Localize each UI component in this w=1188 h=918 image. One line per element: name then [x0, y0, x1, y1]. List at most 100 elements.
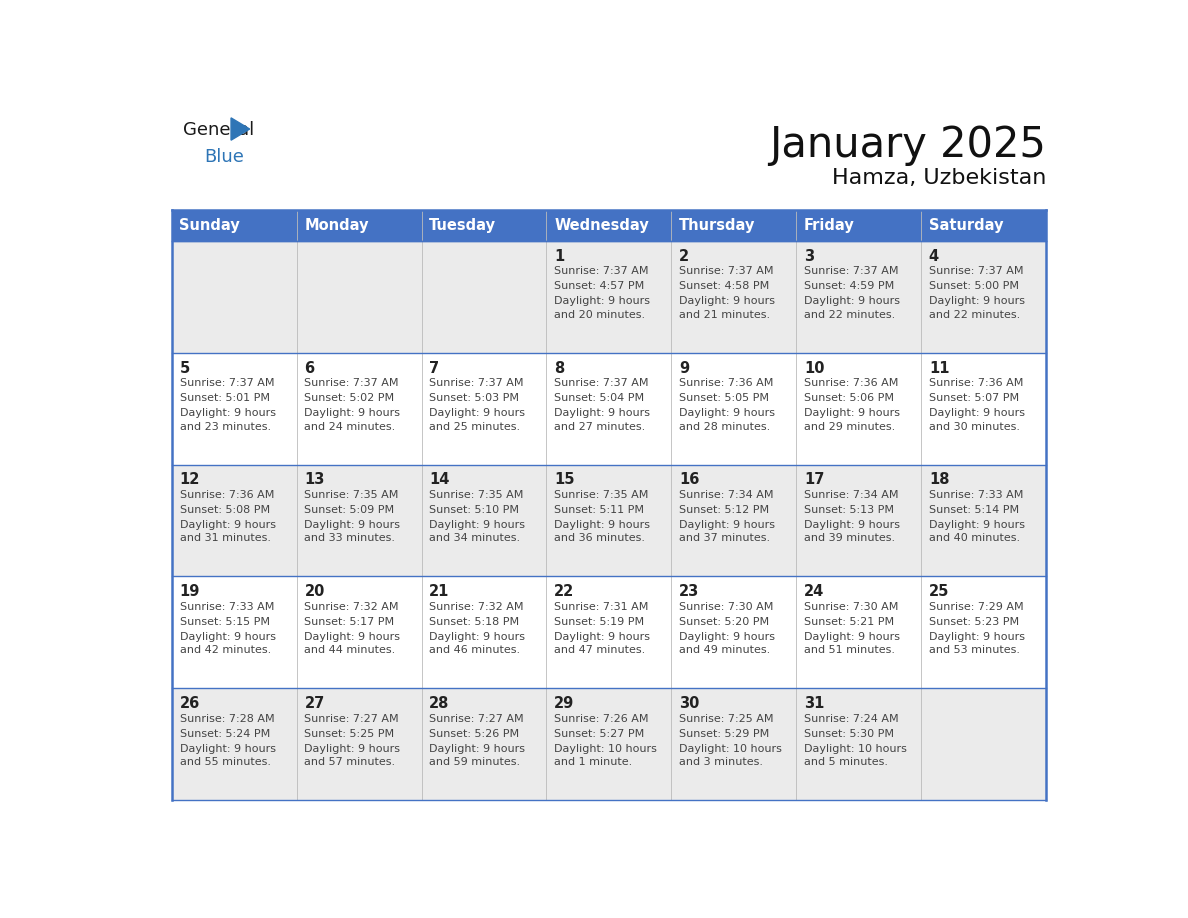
Text: Daylight: 9 hours
and 27 minutes.: Daylight: 9 hours and 27 minutes.: [554, 409, 650, 431]
Text: Sunrise: 7:33 AM: Sunrise: 7:33 AM: [929, 490, 1023, 500]
Text: Daylight: 9 hours
and 28 minutes.: Daylight: 9 hours and 28 minutes.: [680, 409, 775, 431]
Text: Sunset: 5:26 PM: Sunset: 5:26 PM: [429, 729, 519, 739]
Text: Daylight: 9 hours
and 53 minutes.: Daylight: 9 hours and 53 minutes.: [929, 632, 1025, 655]
Text: Daylight: 9 hours
and 21 minutes.: Daylight: 9 hours and 21 minutes.: [680, 297, 775, 319]
Text: Sunrise: 7:35 AM: Sunrise: 7:35 AM: [429, 490, 524, 500]
Text: 28: 28: [429, 696, 449, 711]
Text: Daylight: 9 hours
and 49 minutes.: Daylight: 9 hours and 49 minutes.: [680, 632, 775, 655]
Text: Daylight: 9 hours
and 23 minutes.: Daylight: 9 hours and 23 minutes.: [179, 409, 276, 431]
Text: Sunset: 5:18 PM: Sunset: 5:18 PM: [429, 617, 519, 627]
Text: Sunrise: 7:34 AM: Sunrise: 7:34 AM: [804, 490, 898, 500]
Text: 22: 22: [554, 584, 575, 599]
Text: 21: 21: [429, 584, 449, 599]
Text: 19: 19: [179, 584, 200, 599]
Text: Sunset: 5:14 PM: Sunset: 5:14 PM: [929, 505, 1019, 515]
Text: Sunrise: 7:29 AM: Sunrise: 7:29 AM: [929, 602, 1023, 612]
Bar: [172, 577, 1045, 688]
Text: 18: 18: [929, 473, 949, 487]
Text: Sunrise: 7:31 AM: Sunrise: 7:31 AM: [554, 602, 649, 612]
Text: 8: 8: [554, 361, 564, 375]
Text: Sunrise: 7:37 AM: Sunrise: 7:37 AM: [554, 266, 649, 276]
Text: Sunset: 5:02 PM: Sunset: 5:02 PM: [304, 393, 394, 403]
Text: Sunset: 5:17 PM: Sunset: 5:17 PM: [304, 617, 394, 627]
Text: Sunset: 5:24 PM: Sunset: 5:24 PM: [179, 729, 270, 739]
Text: Daylight: 10 hours
and 1 minute.: Daylight: 10 hours and 1 minute.: [554, 744, 657, 767]
Text: Daylight: 9 hours
and 59 minutes.: Daylight: 9 hours and 59 minutes.: [429, 744, 525, 767]
Text: Saturday: Saturday: [929, 218, 1004, 233]
Text: Daylight: 9 hours
and 46 minutes.: Daylight: 9 hours and 46 minutes.: [429, 632, 525, 655]
Text: Sunrise: 7:35 AM: Sunrise: 7:35 AM: [554, 490, 649, 500]
Text: Daylight: 9 hours
and 39 minutes.: Daylight: 9 hours and 39 minutes.: [804, 521, 901, 543]
Text: Daylight: 10 hours
and 3 minutes.: Daylight: 10 hours and 3 minutes.: [680, 744, 782, 767]
Text: 27: 27: [304, 696, 324, 711]
Text: Sunset: 5:10 PM: Sunset: 5:10 PM: [429, 505, 519, 515]
Text: 12: 12: [179, 473, 200, 487]
Text: 25: 25: [929, 584, 949, 599]
Text: Daylight: 9 hours
and 44 minutes.: Daylight: 9 hours and 44 minutes.: [304, 632, 400, 655]
Bar: [172, 210, 1045, 241]
Text: Daylight: 9 hours
and 33 minutes.: Daylight: 9 hours and 33 minutes.: [304, 521, 400, 543]
Text: Hamza, Uzbekistan: Hamza, Uzbekistan: [832, 168, 1045, 188]
Text: 23: 23: [680, 584, 700, 599]
Text: Sunrise: 7:35 AM: Sunrise: 7:35 AM: [304, 490, 399, 500]
Text: 31: 31: [804, 696, 824, 711]
Text: Sunrise: 7:37 AM: Sunrise: 7:37 AM: [429, 378, 524, 388]
Text: Sunset: 5:09 PM: Sunset: 5:09 PM: [304, 505, 394, 515]
Text: Daylight: 9 hours
and 31 minutes.: Daylight: 9 hours and 31 minutes.: [179, 521, 276, 543]
Text: Sunrise: 7:32 AM: Sunrise: 7:32 AM: [304, 602, 399, 612]
Text: 14: 14: [429, 473, 449, 487]
Text: Sunset: 5:29 PM: Sunset: 5:29 PM: [680, 729, 770, 739]
Text: Sunrise: 7:32 AM: Sunrise: 7:32 AM: [429, 602, 524, 612]
Text: Sunrise: 7:36 AM: Sunrise: 7:36 AM: [929, 378, 1023, 388]
Text: 26: 26: [179, 696, 200, 711]
Text: Sunset: 5:15 PM: Sunset: 5:15 PM: [179, 617, 270, 627]
Text: Sunset: 5:25 PM: Sunset: 5:25 PM: [304, 729, 394, 739]
Text: 2: 2: [680, 249, 689, 263]
Text: Blue: Blue: [204, 148, 245, 165]
Text: Sunrise: 7:26 AM: Sunrise: 7:26 AM: [554, 713, 649, 723]
Text: Sunrise: 7:27 AM: Sunrise: 7:27 AM: [429, 713, 524, 723]
Text: 30: 30: [680, 696, 700, 711]
Text: Daylight: 9 hours
and 51 minutes.: Daylight: 9 hours and 51 minutes.: [804, 632, 901, 655]
Text: Tuesday: Tuesday: [429, 218, 497, 233]
Text: 24: 24: [804, 584, 824, 599]
Text: Sunset: 5:19 PM: Sunset: 5:19 PM: [554, 617, 644, 627]
Text: Sunset: 5:23 PM: Sunset: 5:23 PM: [929, 617, 1019, 627]
Text: Sunrise: 7:37 AM: Sunrise: 7:37 AM: [804, 266, 898, 276]
Text: Sunset: 5:20 PM: Sunset: 5:20 PM: [680, 617, 769, 627]
Text: Sunrise: 7:36 AM: Sunrise: 7:36 AM: [804, 378, 898, 388]
Text: Sunset: 4:59 PM: Sunset: 4:59 PM: [804, 282, 895, 292]
Text: Daylight: 9 hours
and 34 minutes.: Daylight: 9 hours and 34 minutes.: [429, 521, 525, 543]
Text: Daylight: 10 hours
and 5 minutes.: Daylight: 10 hours and 5 minutes.: [804, 744, 906, 767]
Text: Sunset: 5:13 PM: Sunset: 5:13 PM: [804, 505, 893, 515]
Text: Sunset: 5:03 PM: Sunset: 5:03 PM: [429, 393, 519, 403]
Text: 1: 1: [554, 249, 564, 263]
Text: Sunrise: 7:33 AM: Sunrise: 7:33 AM: [179, 602, 274, 612]
Text: Sunset: 5:27 PM: Sunset: 5:27 PM: [554, 729, 644, 739]
Text: 7: 7: [429, 361, 440, 375]
Text: 17: 17: [804, 473, 824, 487]
Text: Thursday: Thursday: [680, 218, 756, 233]
Text: Sunset: 5:12 PM: Sunset: 5:12 PM: [680, 505, 769, 515]
Text: Daylight: 9 hours
and 29 minutes.: Daylight: 9 hours and 29 minutes.: [804, 409, 901, 431]
Text: Sunset: 5:08 PM: Sunset: 5:08 PM: [179, 505, 270, 515]
Text: Sunrise: 7:37 AM: Sunrise: 7:37 AM: [929, 266, 1023, 276]
Text: Sunrise: 7:37 AM: Sunrise: 7:37 AM: [179, 378, 274, 388]
Text: 29: 29: [554, 696, 575, 711]
Text: Daylight: 9 hours
and 25 minutes.: Daylight: 9 hours and 25 minutes.: [429, 409, 525, 431]
Text: Sunset: 5:07 PM: Sunset: 5:07 PM: [929, 393, 1019, 403]
Text: 4: 4: [929, 249, 939, 263]
Bar: [172, 688, 1045, 800]
Bar: [172, 241, 1045, 353]
Text: 6: 6: [304, 361, 315, 375]
Text: Sunrise: 7:27 AM: Sunrise: 7:27 AM: [304, 713, 399, 723]
Text: 3: 3: [804, 249, 814, 263]
Text: Sunset: 4:58 PM: Sunset: 4:58 PM: [680, 282, 770, 292]
Text: General: General: [183, 121, 254, 140]
Text: Sunset: 5:21 PM: Sunset: 5:21 PM: [804, 617, 895, 627]
Bar: [172, 465, 1045, 577]
Text: Sunset: 5:05 PM: Sunset: 5:05 PM: [680, 393, 769, 403]
Bar: [172, 353, 1045, 465]
Text: 15: 15: [554, 473, 575, 487]
Text: Sunrise: 7:30 AM: Sunrise: 7:30 AM: [680, 602, 773, 612]
